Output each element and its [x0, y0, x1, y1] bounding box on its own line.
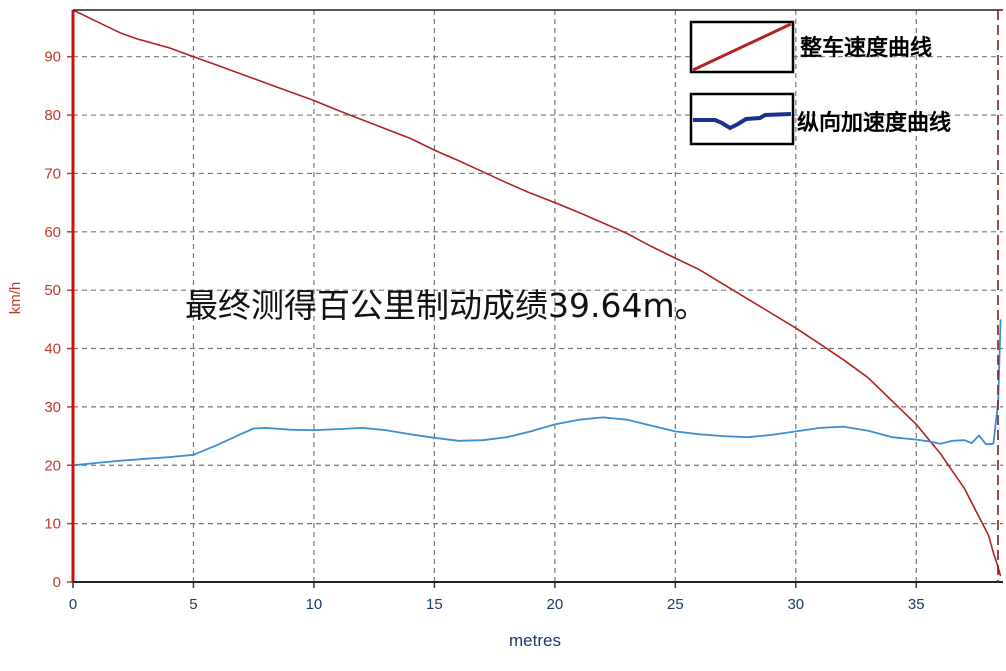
- y-axis-title: km/h: [7, 282, 24, 315]
- legend-label-speed: 整车速度曲线: [800, 35, 932, 61]
- grid: [73, 10, 1003, 582]
- x-tick-label: 15: [426, 596, 443, 613]
- braking-result-annotation: 最终测得百公里制动成绩39.64m。: [185, 286, 708, 325]
- y-tick-label: 40: [44, 341, 61, 358]
- y-tick-label: 10: [44, 516, 61, 533]
- x-tick-label: 35: [908, 596, 925, 613]
- x-tick-label: 20: [547, 596, 564, 613]
- y-axis-ticks: 0 10 20 30 40 50 60 70 80 90: [44, 49, 73, 591]
- y-tick-label: 30: [44, 399, 61, 416]
- y-tick-label: 0: [53, 574, 61, 591]
- legend-label-decel: 纵向加速度曲线: [797, 110, 951, 136]
- series-layer: [72, 9, 1002, 577]
- legend: 整车速度曲线 纵向加速度曲线: [689, 20, 951, 146]
- x-tick-label: 0: [69, 596, 77, 613]
- y-tick-label: 60: [44, 224, 61, 241]
- y-tick-label: 80: [44, 107, 61, 124]
- y-tick-label: 20: [44, 457, 61, 474]
- x-axis-ticks: 0 5 10 15 20 25 30 35: [69, 582, 925, 613]
- y-tick-label: 70: [44, 165, 61, 182]
- axes: [71, 9, 1003, 583]
- legend-line-decel: [693, 112, 792, 131]
- x-tick-label: 25: [667, 596, 684, 613]
- y-tick-label: 50: [44, 282, 61, 299]
- series-line-decel: [72, 319, 1002, 467]
- y-tick-label: 90: [44, 49, 61, 66]
- series-line-speed: [72, 9, 1002, 577]
- x-tick-label: 10: [306, 596, 323, 613]
- legend-line-speed: [692, 22, 792, 72]
- x-tick-label: 30: [787, 596, 804, 613]
- x-axis-title: metres: [509, 631, 561, 650]
- x-tick-label: 5: [189, 596, 197, 613]
